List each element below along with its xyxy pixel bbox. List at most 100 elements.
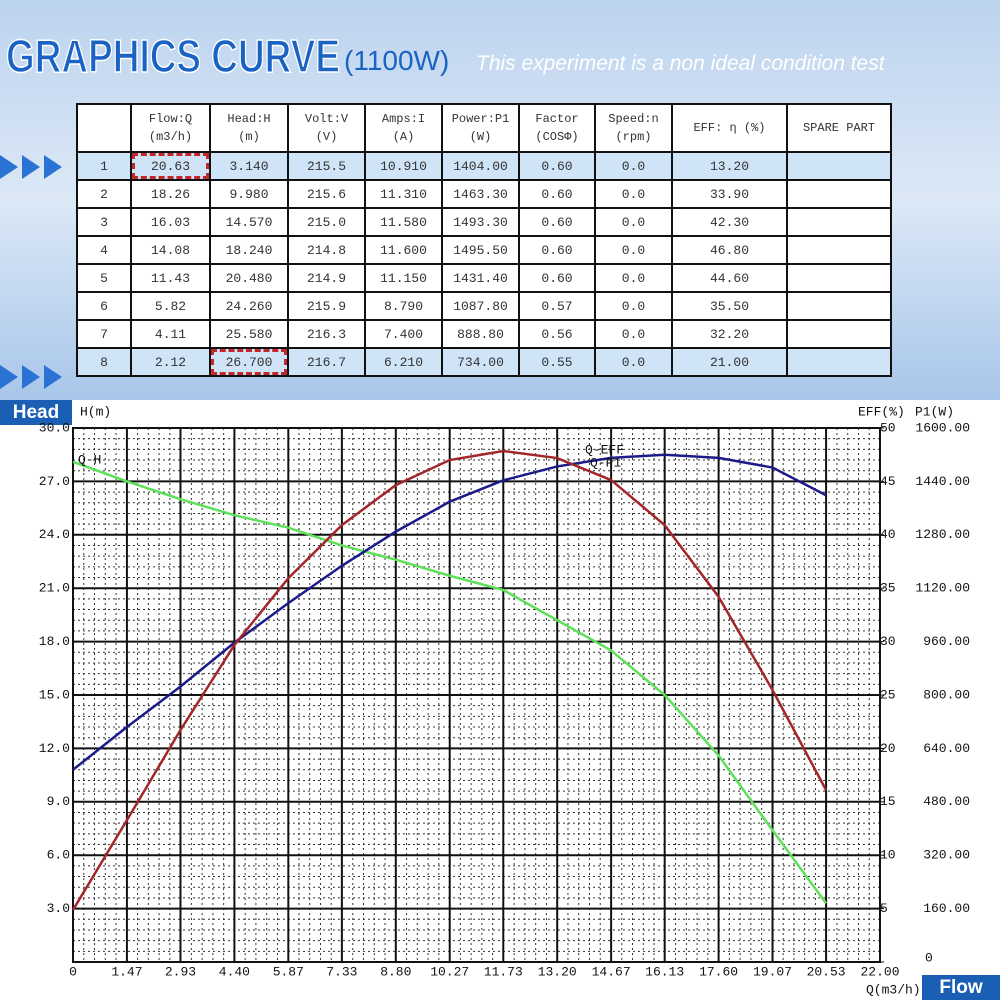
table-cell: 14.570 xyxy=(209,207,289,237)
table-cell xyxy=(786,151,892,181)
header-text: Flow:Q xyxy=(148,112,193,126)
y2-tick-label: 0 xyxy=(925,950,933,965)
header-cell xyxy=(76,103,132,153)
y2-tick-label: 40 xyxy=(880,527,896,542)
table-cell: 1495.50 xyxy=(441,235,520,265)
table-row: 1 20.63 3.140 215.5 10.910 1404.00 0.60 0.0 13.2… xyxy=(76,151,892,181)
header-text: Speed:n xyxy=(608,112,659,126)
header-cell: SPARE PART xyxy=(786,103,892,153)
y-tick-label: 12.0 xyxy=(39,741,70,756)
x-tick-label: 20.53 xyxy=(807,964,846,979)
table-cell: 11.580 xyxy=(364,207,443,237)
y2-tick-label: 10 xyxy=(880,848,896,863)
table-cell: 888.80 xyxy=(441,319,520,349)
x-tick-label: 8.80 xyxy=(380,964,411,979)
x-tick-label: 22.00 xyxy=(860,964,899,979)
table-cell: 0.57 xyxy=(518,291,596,321)
x-tick-label: 1.47 xyxy=(111,964,142,979)
table-cell xyxy=(786,235,892,265)
x-axis-label: Q(m3/h) xyxy=(866,982,921,997)
x-tick-label: 17.60 xyxy=(699,964,738,979)
table-cell: 214.8 xyxy=(287,235,366,265)
head-tag-box xyxy=(0,400,72,425)
table-cell: 216.7 xyxy=(287,347,366,377)
table-cell: 215.0 xyxy=(287,207,366,237)
table-cell: 13.20 xyxy=(671,151,788,181)
y3-tick-label: 1120.00 xyxy=(915,581,970,596)
header-row: Flow:Q (m3/h) Head:H (m) Volt:V (V) Amps:I (A) P… xyxy=(76,103,892,153)
series-line xyxy=(72,453,827,771)
table-cell: 216.3 xyxy=(287,319,366,349)
table-cell: 2 xyxy=(76,179,132,209)
table-cell: 215.5 xyxy=(287,151,366,181)
table-cell: 42.30 xyxy=(671,207,788,237)
x-tick-label: 19.07 xyxy=(753,964,792,979)
table-cell: 21.00 xyxy=(671,347,788,377)
table-cell: 0.60 xyxy=(518,179,596,209)
table-cell: 1087.80 xyxy=(441,291,520,321)
header-text: Volt:V xyxy=(304,112,349,126)
series-label: Q-EFF xyxy=(585,442,624,457)
table-cell: 734.00 xyxy=(441,347,520,377)
table-cell: 24.260 xyxy=(209,291,289,321)
table-cell: 0.0 xyxy=(594,291,673,321)
header: GRAPHICS CURVE (1100W) This experiment i… xyxy=(5,29,886,83)
y-tick-label: 9.0 xyxy=(47,794,70,809)
table-row: 3 16.03 14.570 215.0 11.580 1493.30 0.60 0.0 42.… xyxy=(76,207,892,237)
series-label: Q-H xyxy=(78,452,101,467)
y-tick-label: 18.0 xyxy=(39,634,70,649)
table-cell: 32.20 xyxy=(671,319,788,349)
table-cell xyxy=(786,347,892,377)
y-tick-label: 24.0 xyxy=(39,527,70,542)
header-cell: Volt:V (V) xyxy=(287,103,366,153)
table-row: 8 2.12 26.700 216.7 6.210 734.00 0.55 0.0 21.00 xyxy=(76,347,892,377)
table-cell: 8 xyxy=(76,347,132,377)
table-cell: 1 xyxy=(76,151,132,181)
y2-tick-label: 25 xyxy=(880,687,896,702)
x-tick-label: 11.73 xyxy=(484,964,523,979)
header-text: (V) xyxy=(315,130,338,144)
row-arrows xyxy=(0,155,62,389)
head-tag: Head xyxy=(13,402,59,423)
x-tick-label: 10.27 xyxy=(430,964,469,979)
chart: Head Flow H(m) EFF(%) P1(W) Q(m3/h) 0 1.4… xyxy=(0,400,1000,1000)
y2-tick-label: 20 xyxy=(880,741,896,756)
header-cell: Speed:n (rpm) xyxy=(594,103,673,153)
y3-tick-label: 800.00 xyxy=(923,687,970,702)
table-cell: 6.210 xyxy=(364,347,443,377)
table-cell: 9.980 xyxy=(209,179,289,209)
table-cell: 8.790 xyxy=(364,291,443,321)
table-cell: 0.0 xyxy=(594,179,673,209)
header-text: Factor xyxy=(535,112,579,126)
series-label: Q-P1 xyxy=(590,455,621,470)
table-cell: 0.60 xyxy=(518,235,596,265)
note: This experiment is a non ideal condition… xyxy=(476,52,886,75)
x-tick-label: 5.87 xyxy=(273,964,304,979)
header-text: (m) xyxy=(238,130,260,144)
y2-tick-label: 50 xyxy=(880,420,896,435)
table-row: 5 11.43 20.480 214.9 11.150 1431.40 0.60 0.0 44.… xyxy=(76,263,892,293)
y3-tick-label: 480.00 xyxy=(923,794,970,809)
table-cell: 0.60 xyxy=(518,207,596,237)
table-cell: 1463.30 xyxy=(441,179,520,209)
table-cell: 4.11 xyxy=(130,319,211,349)
table-cell: 20.63 xyxy=(130,151,211,181)
table-cell: 11.150 xyxy=(364,263,443,293)
table-row: 7 4.11 25.580 216.3 7.400 888.80 0.56 0.0 32.20 xyxy=(76,319,892,349)
table-cell: 14.08 xyxy=(130,235,211,265)
x-tick-label: 13.20 xyxy=(538,964,577,979)
header-text: (A) xyxy=(392,130,415,144)
header-text: (m3/h) xyxy=(148,130,193,144)
table-cell: 0.0 xyxy=(594,319,673,349)
header-text: (rpm) xyxy=(615,130,652,144)
y-tick-label: 30.0 xyxy=(39,420,70,435)
table-cell: 5 xyxy=(76,263,132,293)
x-tick-label: 16.13 xyxy=(645,964,684,979)
table-row: 4 14.08 18.240 214.8 11.600 1495.50 0.60 0.0 46.… xyxy=(76,235,892,265)
y3-tick-label: 1440.00 xyxy=(915,474,970,489)
series-line xyxy=(72,460,828,904)
table-cell: 0.0 xyxy=(594,235,673,265)
table-cell: 0.0 xyxy=(594,151,673,181)
flow-tag-box xyxy=(922,975,1000,1000)
table-cell: 7.400 xyxy=(364,319,443,349)
